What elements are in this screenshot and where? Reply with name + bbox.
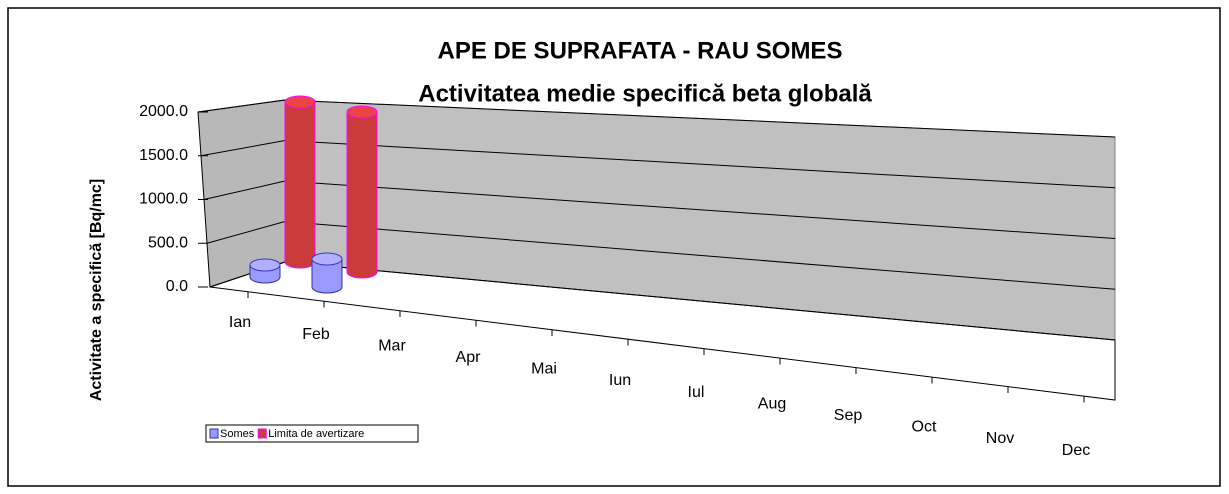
x-tick-label: Feb	[302, 326, 330, 343]
y-axis-title: Activitate a specifică [Bq/mc]	[88, 179, 105, 401]
grid-line	[284, 261, 1116, 341]
grid-line	[284, 180, 1116, 239]
grid-line	[284, 140, 1116, 189]
bar	[346, 105, 378, 279]
bar-top	[284, 95, 316, 109]
chart-subtitle: Activitatea medie specifică beta globală	[418, 80, 872, 107]
grid-line	[200, 140, 286, 157]
x-tick-label: Ian	[229, 314, 251, 331]
legend-swatch	[209, 428, 219, 439]
x-tick-label: Apr	[456, 349, 482, 366]
grid-line	[284, 99, 1116, 138]
bar	[311, 252, 343, 294]
bar-body	[285, 102, 315, 262]
bar	[284, 95, 316, 269]
x-tick-label: Mai	[531, 361, 557, 378]
grid-line	[284, 221, 1116, 290]
x-tick-label: Oct	[912, 419, 937, 436]
x-tick-label: Dec	[1062, 442, 1090, 459]
legend-label: Somes	[220, 428, 255, 440]
bar-top	[249, 258, 281, 272]
y-tick-label: 2000.0	[139, 103, 188, 120]
x-tick-label: Iun	[609, 372, 631, 389]
grid-line	[197, 99, 286, 113]
x-tick-label: Aug	[758, 395, 786, 412]
x-tick-label: Mar	[378, 337, 406, 354]
bar-body	[347, 112, 377, 272]
side-wall	[197, 99, 286, 288]
legend-label: Limita de avertizare	[268, 428, 364, 440]
x-tick-label: Nov	[986, 430, 1014, 447]
x-tick-label: Iul	[688, 384, 705, 401]
y-tick-label: 500.0	[148, 234, 188, 251]
legend-swatch	[257, 428, 267, 439]
chart-title: APE DE SUPRAFATA - RAU SOMES	[438, 37, 843, 64]
y-tick-label: 1500.0	[139, 147, 188, 164]
bar-top	[311, 252, 343, 266]
grid-line	[206, 221, 286, 244]
x-tick-label: Sep	[834, 407, 863, 424]
grid-line	[203, 180, 286, 200]
bar-top	[346, 105, 378, 119]
y-tick-label: 0.0	[166, 278, 188, 295]
y-tick-label: 1000.0	[139, 191, 188, 208]
bar	[249, 258, 281, 284]
